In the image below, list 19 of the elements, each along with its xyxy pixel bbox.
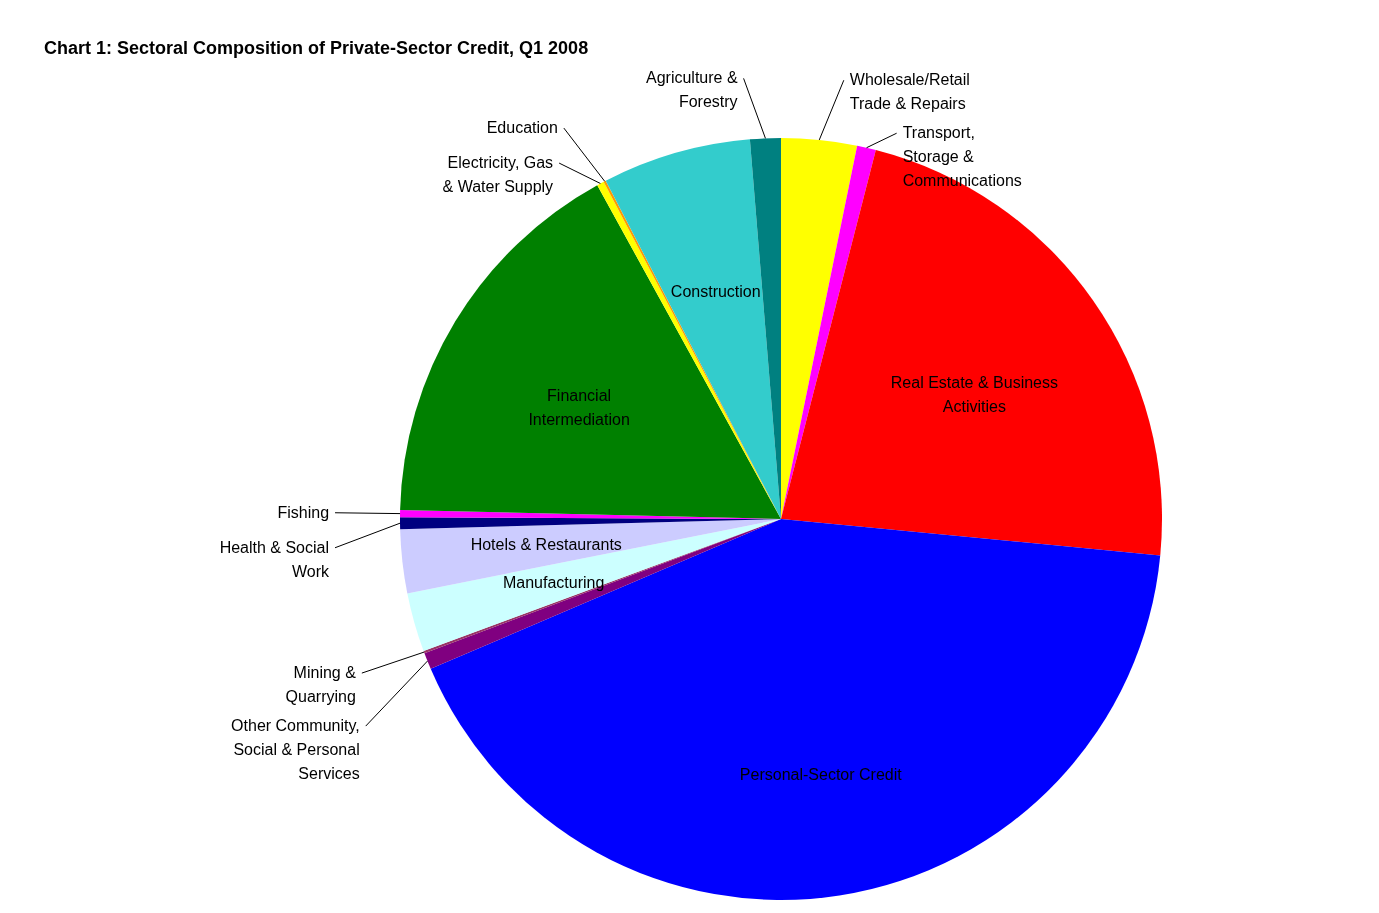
slice-label: Health & Social Work	[219, 538, 331, 580]
pie-slice	[400, 519, 781, 594]
chart-title: Chart 1: Sectoral Composition of Private-Sector Credit, Q1 2008	[44, 38, 589, 59]
slice-label: Other Community, Social & Personal Services	[231, 717, 360, 783]
slice-label: Fishing	[277, 503, 330, 521]
slice-label: Financial Intermediation	[528, 387, 630, 429]
slice-label: Electricity, Gas & Water Supply	[442, 154, 554, 196]
pie-slice	[781, 138, 858, 519]
slice-label: Agriculture & Forestry	[646, 69, 738, 111]
slice-label: Real Estate & Business Activities	[890, 374, 1058, 416]
slice-label: Personal-Sector Credit	[739, 766, 903, 784]
slice-label: Manufacturing	[502, 574, 605, 592]
pie-slice	[430, 519, 1161, 900]
pie-slice	[781, 149, 1162, 556]
slice-label: Mining & Quarrying	[285, 664, 357, 706]
slice-label: Hotels & Restaurants	[470, 536, 622, 554]
slice-label: Construction	[670, 282, 761, 300]
slice-label: Education	[486, 119, 558, 137]
slice-label: Wholesale/Retail Trade & Repairs	[849, 71, 970, 113]
